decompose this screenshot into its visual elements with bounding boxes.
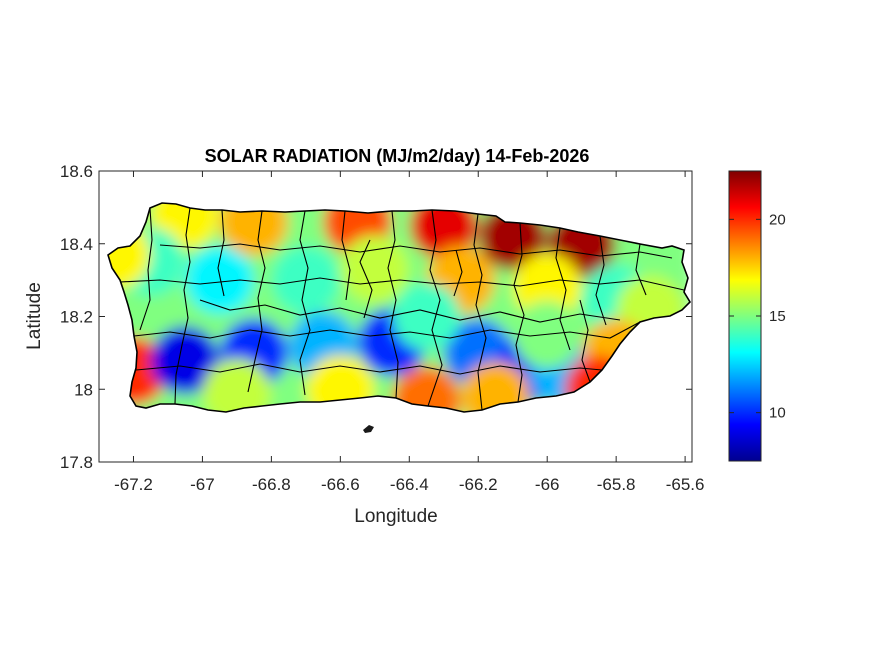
municipal-boundary-3 [247, 210, 266, 393]
municipal-boundary-14 [133, 321, 641, 339]
y-tick-label: 18 [74, 380, 93, 399]
municipal-boundary-8 [473, 213, 487, 411]
offshore-islet [363, 425, 374, 433]
y-tick-label: 18.4 [60, 235, 93, 254]
municipal-boundary-13 [119, 277, 685, 291]
field-sample-23 [392, 282, 461, 351]
x-tick-label: -66 [535, 475, 560, 494]
x-tick-label: -66.8 [252, 475, 291, 494]
municipal-boundary-4 [299, 210, 311, 396]
field-sample-13 [513, 253, 582, 322]
x-tick-label: -66.4 [390, 475, 429, 494]
municipal-boundary-15 [135, 363, 603, 375]
x-tick-label: -66.2 [459, 475, 498, 494]
x-tick-label: -65.8 [597, 475, 636, 494]
x-tick-label: -65.6 [666, 475, 705, 494]
municipal-boundary-0 [139, 207, 153, 331]
municipal-boundary-17 [199, 299, 621, 323]
municipal-boundary-1 [174, 207, 191, 405]
y-tick-label: 18.2 [60, 308, 93, 327]
field-sample-28 [392, 366, 461, 412]
y-tick-label: 18.6 [60, 162, 93, 181]
x-axis-label: Longitude [354, 506, 437, 527]
municipal-boundary-19 [579, 299, 591, 383]
municipal-boundary-10 [555, 227, 571, 351]
municipal-boundary-5 [341, 210, 351, 301]
municipal-boundary-11 [595, 235, 607, 326]
field-sample-5 [151, 203, 220, 249]
field-sample-16 [151, 326, 220, 395]
x-tick-label: -66.6 [321, 475, 360, 494]
x-axis: -67.2 -67 -66.8 -66.6 -66.4 -66.2 -66 -65.8 -65.… [114, 171, 704, 494]
colorbar-tick-label: 20 [769, 211, 786, 228]
colorbar-ticks: 10 15 20 [729, 211, 786, 422]
municipal-boundary-16 [159, 243, 673, 259]
field-sample-11 [340, 235, 409, 304]
colorbar-tick-label: 10 [769, 405, 786, 422]
municipal-boundary-6 [387, 210, 399, 399]
y-axis-label: Latitude [24, 282, 45, 350]
municipal-boundary-9 [513, 222, 525, 403]
field-sample-9 [185, 246, 254, 315]
municipal-boundaries [119, 207, 685, 411]
municipal-boundary-18 [359, 239, 373, 319]
x-tick-label: -67 [190, 475, 215, 494]
colorbar-tick-label: 15 [769, 308, 786, 325]
chart-title: SOLAR RADIATION (MJ/m2/day) 14-Feb-2026 [205, 146, 590, 166]
y-axis: 17.8 18 18.2 18.4 18.6 [60, 162, 692, 472]
x-tick-label: -67.2 [114, 475, 153, 494]
colorbar [728, 170, 762, 462]
y-tick-label: 17.8 [60, 453, 93, 472]
municipal-boundary-20 [453, 249, 463, 297]
municipal-boundary-7 [427, 209, 443, 407]
